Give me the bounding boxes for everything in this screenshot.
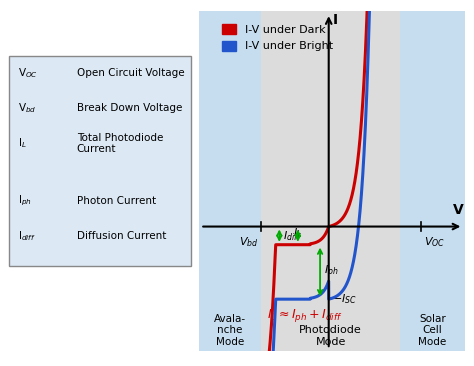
Text: Total Photodiode
Current: Total Photodiode Current [77, 132, 163, 154]
Text: Photon Current: Photon Current [77, 195, 156, 206]
FancyBboxPatch shape [9, 56, 191, 266]
Text: $V_{OC}$: $V_{OC}$ [424, 236, 445, 250]
Text: I: I [332, 13, 337, 27]
Text: $V_{bd}$: $V_{bd}$ [239, 236, 258, 250]
Text: $-I_{SC}$: $-I_{SC}$ [332, 292, 357, 306]
Text: I$_{ph}$: I$_{ph}$ [18, 193, 32, 208]
Text: V: V [453, 203, 463, 217]
Text: Photodiode
Mode: Photodiode Mode [299, 325, 362, 347]
Bar [261, 11, 401, 351]
Text: $I_{diff}$: $I_{diff}$ [283, 229, 302, 243]
Legend: I-V under Dark, I-V under Bright: I-V under Dark, I-V under Bright [218, 20, 337, 56]
Text: Open Circuit Voltage: Open Circuit Voltage [77, 68, 184, 78]
Text: Avala-
nche
Mode: Avala- nche Mode [214, 314, 246, 347]
Text: V$_{OC}$: V$_{OC}$ [18, 66, 38, 80]
Text: $I_L \approx I_{ph} + I_{diff}$: $I_L \approx I_{ph} + I_{diff}$ [267, 307, 343, 324]
Text: Solar
Cell
Mode: Solar Cell Mode [418, 314, 447, 347]
Text: Diffusion Current: Diffusion Current [77, 231, 166, 241]
Text: Break Down Voltage: Break Down Voltage [77, 103, 182, 113]
Text: V$_{bd}$: V$_{bd}$ [18, 101, 36, 115]
Text: I$_L$: I$_L$ [18, 137, 27, 150]
Text: $I_{ph}$: $I_{ph}$ [324, 264, 338, 280]
Text: I$_{diff}$: I$_{diff}$ [18, 229, 36, 243]
Bar [199, 11, 261, 351]
Text: $I_L$: $I_L$ [293, 227, 302, 240]
Bar [401, 11, 465, 351]
